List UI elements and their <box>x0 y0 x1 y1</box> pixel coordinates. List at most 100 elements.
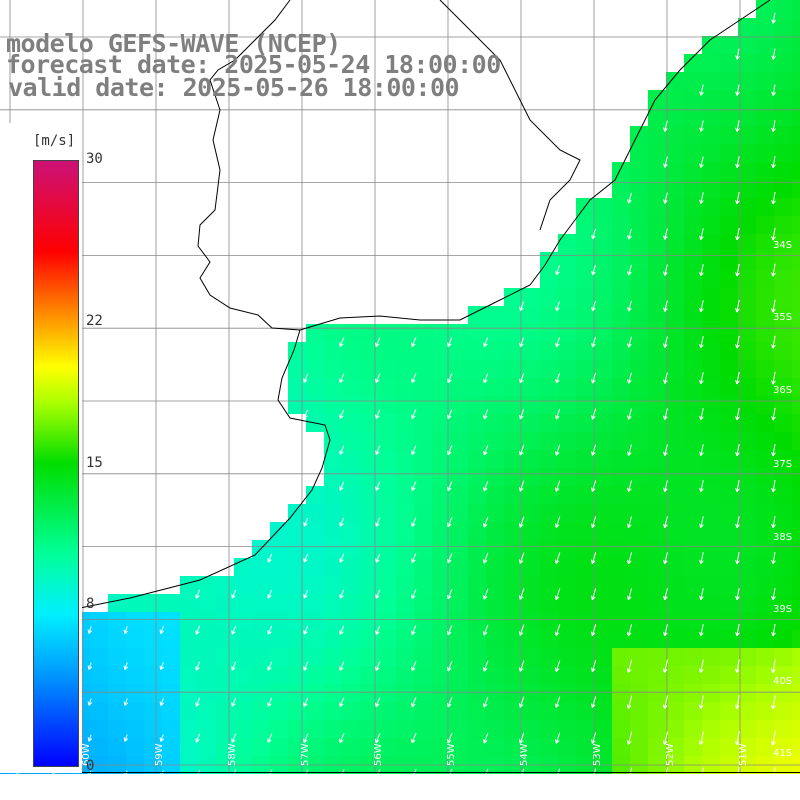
wind-cell <box>702 558 720 576</box>
wind-cell <box>324 342 342 360</box>
wind-cell <box>666 288 684 306</box>
wind-cell <box>234 684 252 702</box>
wind-arrow <box>663 228 668 240</box>
wind-arrow <box>411 768 417 780</box>
longitude-label: 57W <box>300 743 311 766</box>
wind-cell <box>738 216 756 234</box>
wind-cell <box>360 630 378 648</box>
wind-arrow <box>555 301 561 312</box>
wind-cell <box>522 648 540 666</box>
wind-cell <box>720 324 738 342</box>
wind-arrow <box>735 480 740 493</box>
wind-arrow <box>771 407 776 421</box>
wind-cell <box>144 630 162 648</box>
wind-arrow <box>698 659 704 673</box>
wind-cell <box>792 360 800 378</box>
wind-cell <box>648 702 666 720</box>
wind-cell <box>468 558 486 576</box>
wind-arrow <box>627 624 633 637</box>
wind-cell <box>630 738 648 756</box>
wind-arrow <box>267 661 273 671</box>
latitude-label: 41S <box>773 748 792 759</box>
wind-cell <box>720 684 738 702</box>
wind-cell <box>270 612 288 630</box>
wind-arrow <box>339 661 345 671</box>
wind-cell <box>630 234 648 252</box>
wind-cell <box>342 324 360 342</box>
wind-cell <box>792 558 800 576</box>
wind-arrow <box>591 444 597 456</box>
wind-cell <box>630 720 648 738</box>
wind-cell <box>774 252 792 270</box>
wind-cell <box>666 162 684 180</box>
wind-cell <box>792 126 800 144</box>
wind-cell <box>774 540 792 558</box>
wind-arrow <box>87 626 93 634</box>
wind-cell <box>378 414 396 432</box>
wind-cell <box>666 90 684 108</box>
wind-cell <box>648 162 666 180</box>
wind-cell <box>648 108 666 126</box>
wind-cell <box>720 144 738 162</box>
wind-cell <box>252 612 270 630</box>
wind-cell <box>558 270 576 288</box>
wind-cell <box>486 684 504 702</box>
wind-cell <box>702 306 720 324</box>
wind-cell <box>594 540 612 558</box>
wind-cell <box>324 558 342 576</box>
wind-cell <box>342 666 360 684</box>
wind-cell <box>720 702 738 720</box>
wind-arrow <box>663 480 668 492</box>
wind-cell <box>252 648 270 666</box>
wind-arrow <box>447 660 453 672</box>
wind-cell <box>648 270 666 288</box>
wind-cell <box>738 630 756 648</box>
wind-cell <box>558 252 576 270</box>
wind-arrow <box>555 337 561 348</box>
wind-cell <box>612 504 630 522</box>
wind-arrow <box>339 517 345 527</box>
wind-cell <box>576 666 594 684</box>
wind-cell <box>288 558 306 576</box>
wind-cell <box>576 702 594 720</box>
wind-cell <box>504 594 522 612</box>
wind-arrow <box>195 661 201 671</box>
wind-cell <box>414 360 432 378</box>
wind-cell <box>792 738 800 756</box>
wind-cell <box>648 234 666 252</box>
wind-cell <box>738 306 756 324</box>
wind-cell <box>576 378 594 396</box>
wind-cell <box>342 378 360 396</box>
wind-cell <box>306 720 324 738</box>
wind-cell <box>792 576 800 594</box>
wind-cell <box>198 738 216 756</box>
wind-arrow <box>303 733 309 743</box>
wind-cell <box>234 666 252 684</box>
wind-cell <box>468 360 486 378</box>
wind-cell <box>378 450 396 468</box>
wind-cell <box>720 666 738 684</box>
wind-cell <box>342 630 360 648</box>
wind-arrow <box>771 588 776 601</box>
wind-cell <box>630 270 648 288</box>
wind-cell <box>90 666 108 684</box>
wind-cell <box>324 432 342 450</box>
wind-cell <box>666 630 684 648</box>
wind-cell <box>342 504 360 522</box>
wind-cell <box>234 648 252 666</box>
wind-cell <box>720 342 738 360</box>
wind-cell <box>324 522 342 540</box>
wind-cell <box>612 594 630 612</box>
wind-cell <box>594 450 612 468</box>
wind-cell <box>288 360 306 378</box>
wind-cell <box>450 504 468 522</box>
wind-cell <box>774 216 792 234</box>
wind-arrow <box>123 662 129 670</box>
wind-cell <box>540 486 558 504</box>
wind-cell <box>792 36 800 54</box>
wind-cell <box>288 666 306 684</box>
wind-cell <box>504 432 522 450</box>
wind-cell <box>774 72 792 90</box>
lat-lon-grid <box>0 0 800 773</box>
wind-cell <box>756 108 774 126</box>
